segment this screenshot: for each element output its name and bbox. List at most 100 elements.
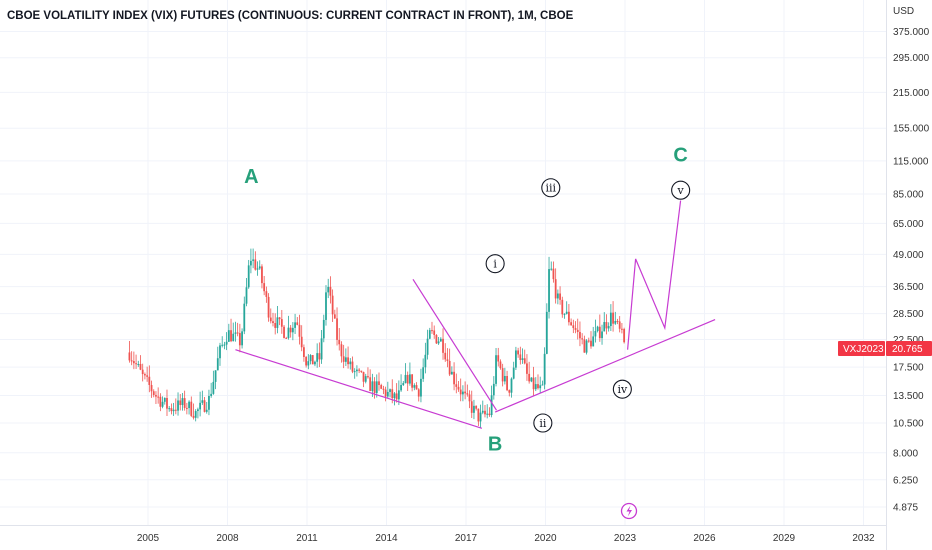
candle-body [603, 322, 606, 332]
candle-body [252, 259, 255, 261]
candle-body [550, 268, 553, 270]
candle-body [135, 363, 137, 365]
candle-body [316, 353, 319, 362]
candle-body [380, 385, 383, 389]
price-badge-text: 20.765 [892, 344, 923, 355]
price-tick-label: 65.000 [893, 219, 924, 230]
candle-body [596, 326, 599, 332]
time-tick-label: 2020 [534, 533, 557, 544]
candle-body [360, 370, 363, 372]
price-tick-label: 115.000 [893, 156, 929, 167]
trendline [494, 319, 716, 413]
candle-body [515, 350, 517, 368]
candle-body [309, 355, 312, 362]
wave-label-circle [541, 178, 561, 198]
candle-body [609, 312, 612, 327]
candle-body [424, 354, 427, 368]
candle-body [256, 268, 259, 270]
candle-body [389, 389, 391, 392]
candle-body [163, 397, 166, 402]
candle-body [499, 361, 502, 369]
candle-body [386, 391, 389, 397]
candle-body [537, 384, 539, 389]
candle-body [561, 299, 564, 315]
candle-body [512, 367, 515, 379]
candle-body [616, 320, 619, 322]
price-tick-label: 375.000 [893, 27, 930, 38]
price-tick-label: 8.000 [893, 448, 918, 459]
candle-body [225, 341, 228, 345]
candle-body [307, 361, 310, 366]
candle-body [477, 408, 480, 422]
candle-body [353, 371, 356, 373]
candle-body [212, 381, 215, 394]
candle-body [219, 345, 221, 359]
candle-body [325, 292, 327, 320]
candle-body [174, 409, 177, 411]
candle-body [261, 266, 263, 284]
candle-body [150, 384, 153, 392]
candle-body [400, 385, 402, 391]
candle-body [250, 260, 252, 266]
candle-body [488, 413, 491, 416]
candle-body [172, 409, 175, 412]
candle-body [486, 413, 489, 415]
trendline [412, 278, 497, 411]
candle-body [411, 374, 414, 388]
candle-body [459, 389, 462, 395]
candle-body [278, 317, 281, 320]
candle-body [188, 401, 190, 409]
price-axis[interactable]: 375.000 295.000 215.000 155.000 115.000 85.00… [893, 27, 930, 514]
candle-body [470, 401, 473, 413]
candle-body [166, 397, 168, 409]
candle-body [137, 363, 140, 365]
candle-body [552, 268, 555, 280]
candle-body [296, 322, 299, 325]
candle-body [303, 347, 305, 357]
candle-body [314, 361, 316, 365]
candle-body [375, 381, 378, 393]
candle-body [356, 369, 358, 372]
time-tick-label: 2032 [852, 533, 875, 544]
candle-body [450, 371, 453, 375]
candle-body [130, 360, 133, 362]
time-tick-label: 2014 [375, 533, 398, 544]
candle-body [183, 398, 186, 408]
price-tick-label: 17.500 [893, 363, 924, 374]
candle-body [305, 356, 308, 366]
candle-body [404, 374, 407, 384]
candle-body [583, 339, 586, 353]
candle-body [585, 340, 588, 353]
time-axis[interactable]: 2005 2008 2011 2014 2017 2020 2023 2026 2029 2032 [137, 533, 875, 544]
candle-body [395, 393, 398, 400]
candle-body [556, 293, 559, 299]
candle-body [362, 371, 365, 382]
candle-body [197, 409, 199, 412]
wave-label-major: A [244, 166, 258, 188]
price-tick-label: 295.000 [893, 53, 930, 64]
candle-body [369, 377, 372, 392]
wave-label-text: v [677, 184, 685, 197]
candle-body [413, 385, 416, 388]
candle-body [506, 375, 508, 391]
candle-body [548, 269, 550, 312]
candle-body [289, 327, 292, 333]
candle-body [539, 385, 542, 389]
candle-body [402, 383, 405, 386]
candle-body [141, 369, 144, 375]
candle-body [340, 344, 343, 357]
candle-body [495, 355, 497, 384]
time-tick-label: 2011 [296, 533, 318, 544]
candle-body [329, 286, 332, 296]
lightning-icon[interactable] [620, 502, 638, 520]
price-tick-label: 49.000 [893, 250, 924, 261]
candle-body [280, 319, 283, 327]
candle-body [484, 410, 486, 415]
wave-label-minor: v [671, 180, 691, 200]
wave-label-circle [671, 180, 691, 200]
time-tick-label: 2023 [614, 533, 637, 544]
candle-body [300, 336, 303, 348]
price-tick-label: 215.000 [893, 88, 930, 99]
time-tick-label: 2017 [455, 533, 478, 544]
